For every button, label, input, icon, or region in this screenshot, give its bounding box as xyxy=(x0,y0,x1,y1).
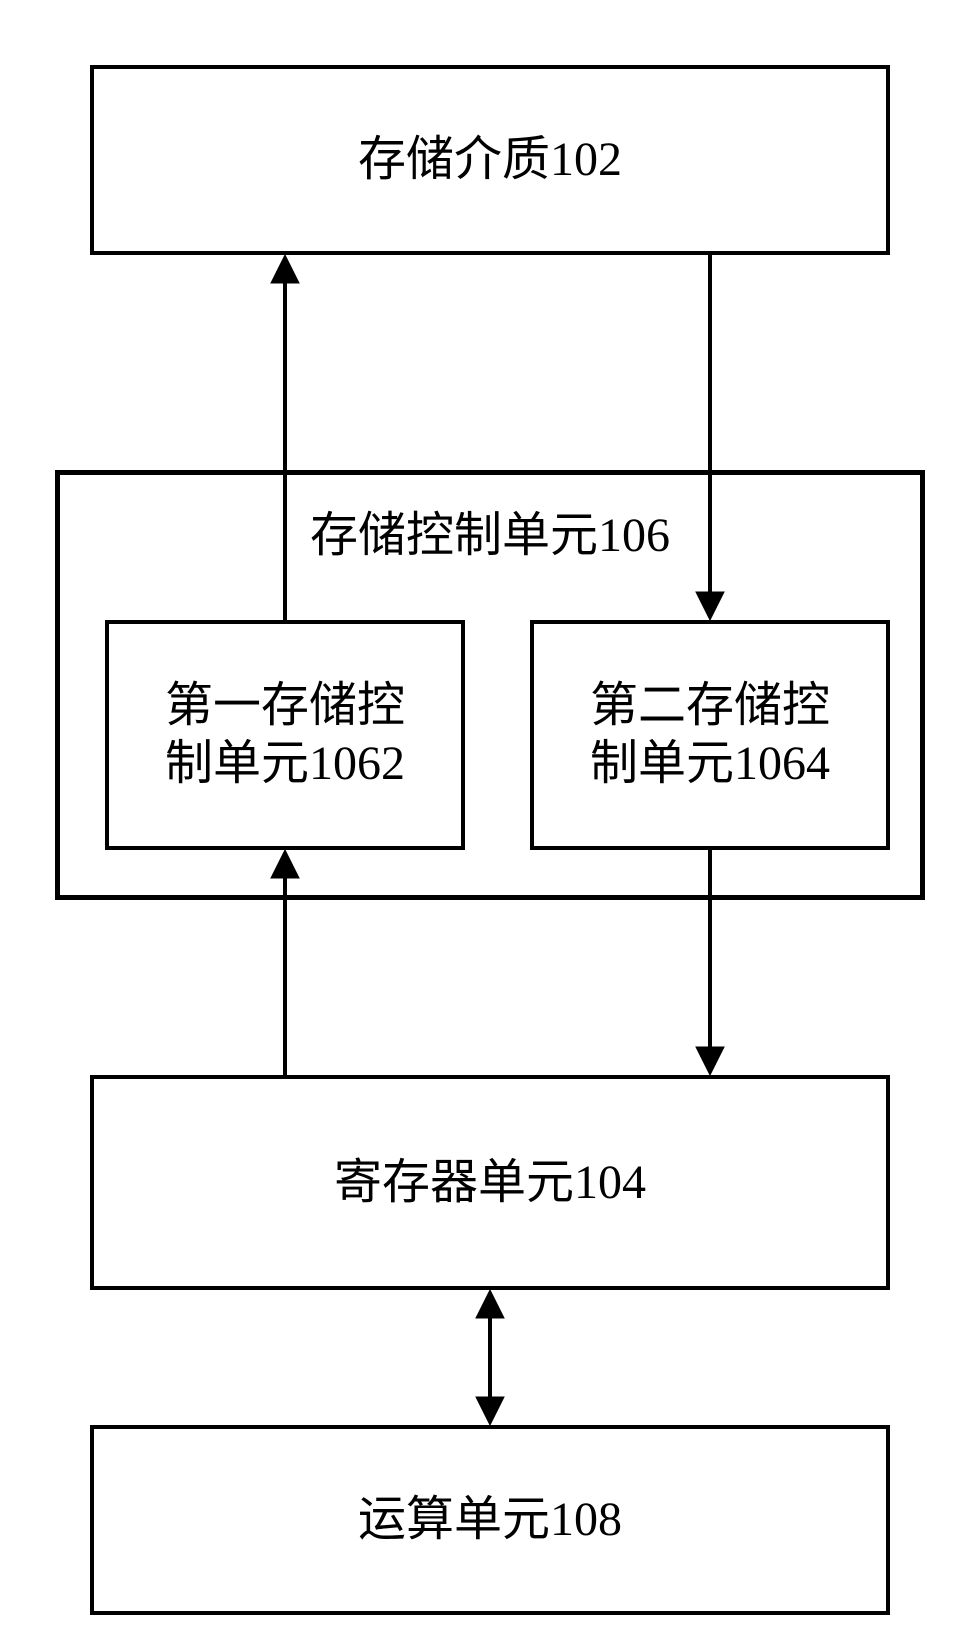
node-compute-unit: 运算单元108 xyxy=(90,1425,890,1615)
node-first-storage-control-label: 第一存储控 制单元1062 xyxy=(165,677,405,792)
node-compute-unit-label: 运算单元108 xyxy=(358,1491,622,1549)
node-second-storage-control-label: 第二存储控 制单元1064 xyxy=(590,677,830,792)
node-register-unit: 寄存器单元104 xyxy=(90,1075,890,1290)
node-first-storage-control: 第一存储控 制单元1062 xyxy=(105,620,465,850)
node-storage-medium: 存储介质102 xyxy=(90,65,890,255)
node-storage-control-unit-label: 存储控制单元106 xyxy=(55,495,925,565)
node-register-unit-label: 寄存器单元104 xyxy=(334,1154,646,1212)
node-second-storage-control: 第二存储控 制单元1064 xyxy=(530,620,890,850)
node-storage-medium-label: 存储介质102 xyxy=(358,131,622,189)
